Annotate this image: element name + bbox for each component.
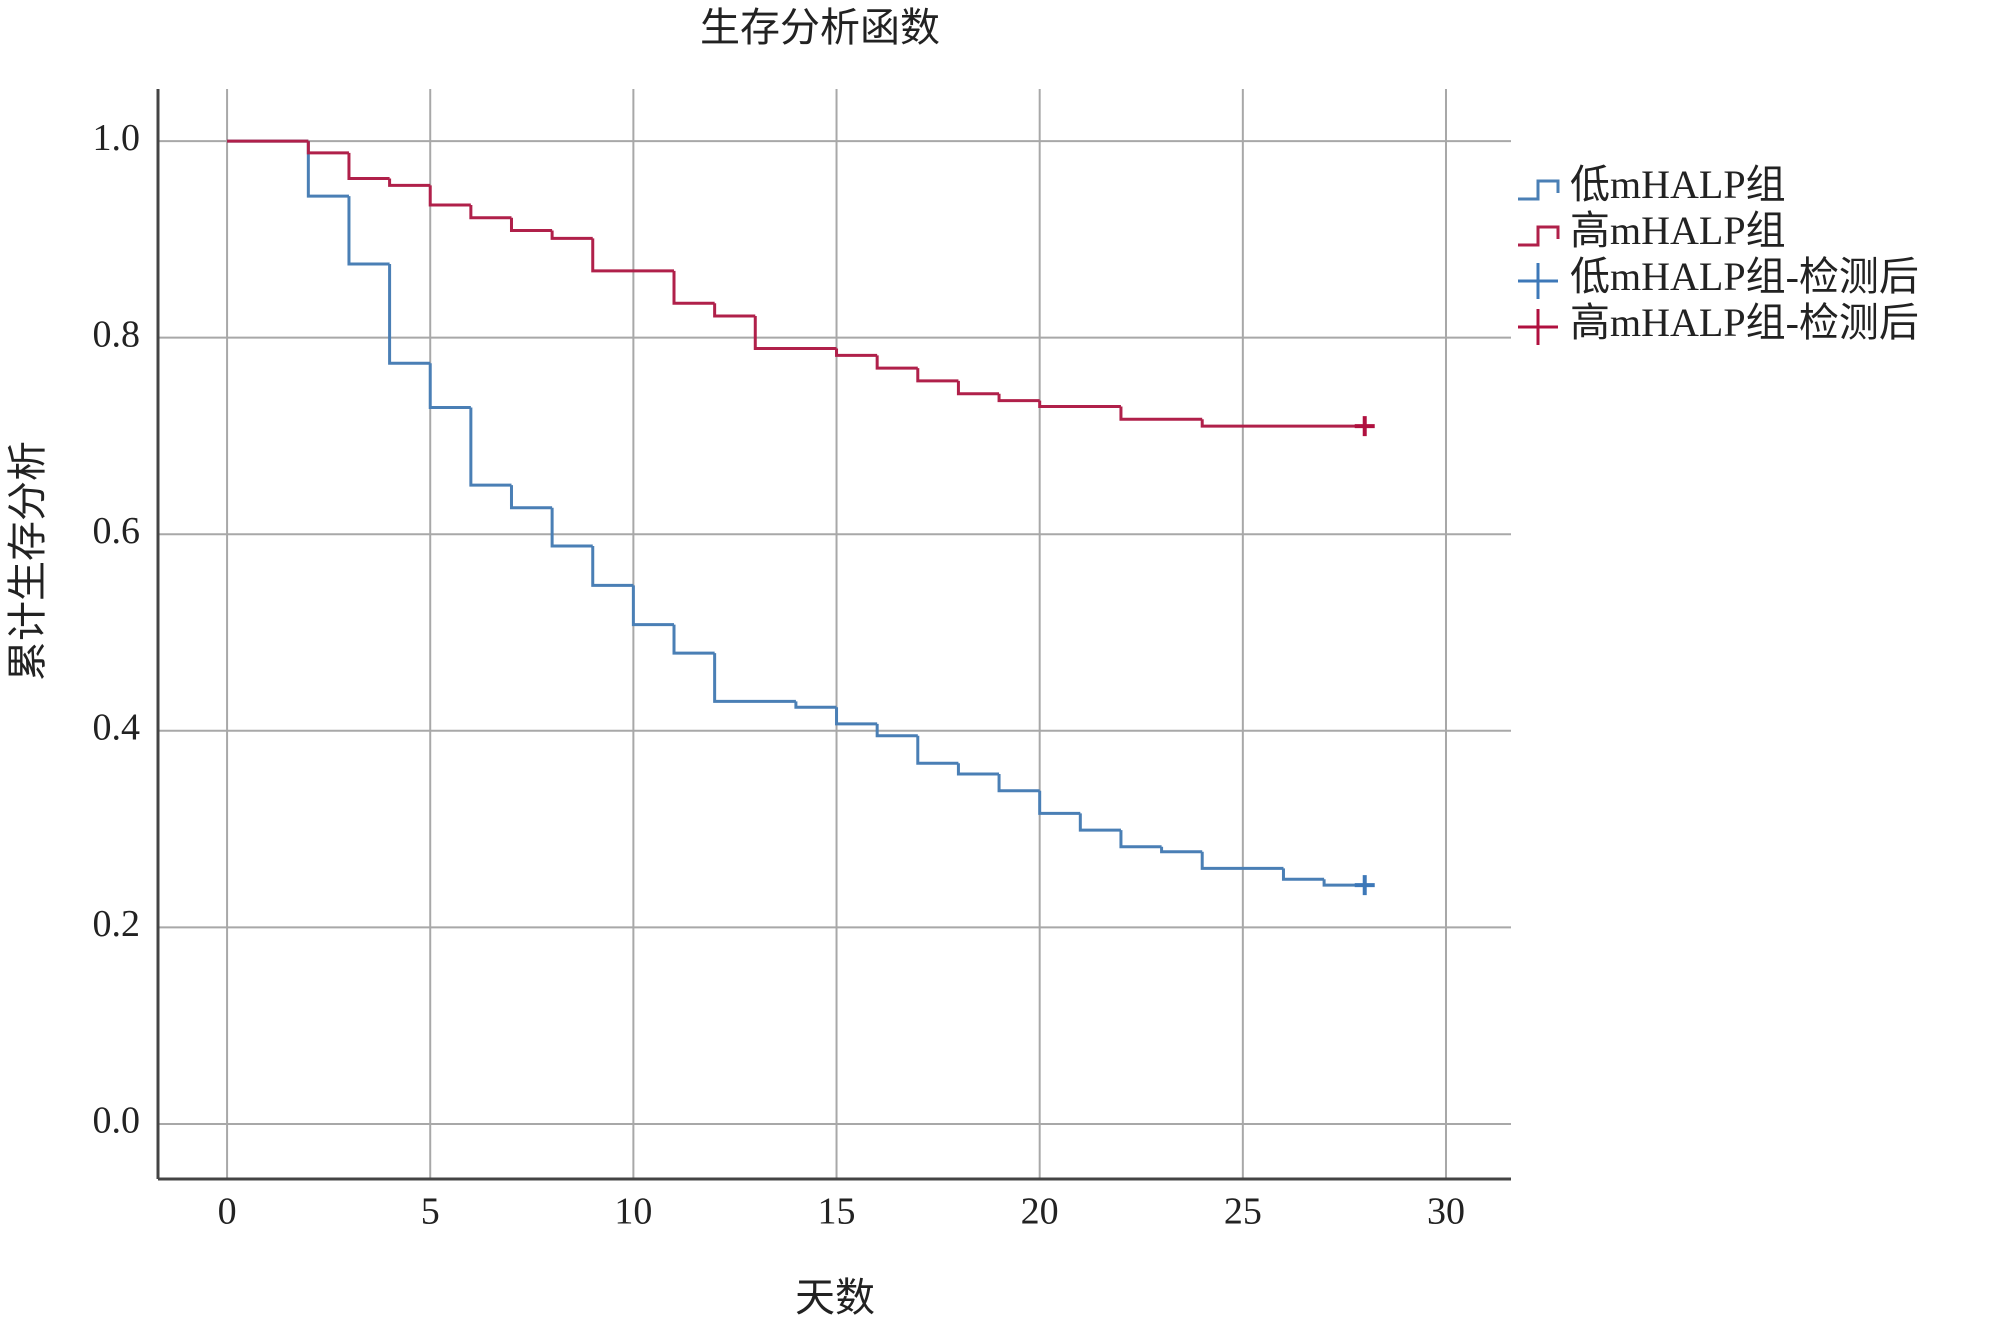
survival-step <box>428 185 471 207</box>
survival-step <box>672 270 715 305</box>
legend-swatch <box>1518 225 1560 247</box>
survival-step <box>1038 790 1081 815</box>
x-tick-label: 20 <box>1021 1191 1059 1233</box>
survival-step <box>469 204 512 220</box>
survival-step <box>875 723 918 738</box>
survival-step <box>631 585 675 627</box>
censor-mark <box>1354 416 1375 437</box>
survival-step <box>672 624 715 655</box>
survival-step <box>997 774 1040 793</box>
survival-step <box>1078 813 1121 832</box>
legend-swatch <box>1518 309 1558 345</box>
legend-label: 高mHALP组 <box>1570 208 1786 253</box>
survival-step <box>1038 400 1121 408</box>
survival-step <box>753 316 837 350</box>
survival-step <box>956 763 1000 776</box>
x-axis-label: 天数 <box>795 1275 875 1320</box>
survival-step <box>713 303 756 318</box>
survival-step <box>1200 851 1284 870</box>
survival-step <box>469 407 512 487</box>
survival-step <box>916 735 959 765</box>
y-axis-label: 累计生存分析 <box>5 441 50 681</box>
legend-label: 高mHALP组-检测后 <box>1570 300 1919 345</box>
x-tick-label: 10 <box>614 1191 652 1233</box>
survival-step <box>591 546 634 587</box>
y-tick-label: 0.0 <box>93 1100 141 1142</box>
survival-step <box>835 707 878 726</box>
survival-step <box>875 355 918 370</box>
survival-step <box>388 263 431 365</box>
y-tick-label: 0.4 <box>93 707 141 749</box>
survival-step <box>1200 419 1365 428</box>
survival-step <box>835 348 878 357</box>
survival-step <box>997 393 1040 403</box>
survival-step <box>550 507 593 548</box>
survival-step <box>388 178 431 187</box>
survival-step <box>428 363 471 409</box>
y-tick-label: 0.6 <box>93 510 141 552</box>
x-tick-label: 15 <box>818 1191 856 1233</box>
survival-step <box>916 368 959 383</box>
survival-step <box>1281 868 1325 881</box>
survival-step <box>956 380 1000 396</box>
x-tick-label: 0 <box>218 1191 237 1233</box>
survival-step <box>1322 879 1365 887</box>
chart-title: 生存分析函数 <box>700 5 940 50</box>
survival-step <box>347 152 390 180</box>
survival-step <box>509 217 553 233</box>
survival-step <box>1160 846 1203 854</box>
legend-label: 低mHALP组 <box>1570 162 1786 207</box>
survival-step <box>347 196 390 266</box>
censor-mark <box>1354 875 1375 896</box>
x-tick-label: 5 <box>421 1191 440 1233</box>
y-tick-label: 0.8 <box>93 313 141 355</box>
legend-swatch <box>1518 263 1558 299</box>
x-tick-label: 25 <box>1224 1191 1262 1233</box>
y-tick-label: 0.2 <box>93 903 141 945</box>
survival-step <box>794 701 837 709</box>
survival-step <box>306 141 349 198</box>
survival-step <box>1119 830 1162 849</box>
survival-step <box>713 653 796 703</box>
survival-step <box>591 238 675 273</box>
legend-swatch <box>1518 179 1560 201</box>
x-tick-label: 30 <box>1427 1191 1465 1233</box>
survival-step <box>509 485 553 510</box>
survival-step <box>550 230 593 240</box>
survival-step <box>1119 406 1203 421</box>
y-tick-label: 1.0 <box>93 117 141 159</box>
survival-step <box>306 141 349 155</box>
legend-label: 低mHALP组-检测后 <box>1570 254 1919 299</box>
